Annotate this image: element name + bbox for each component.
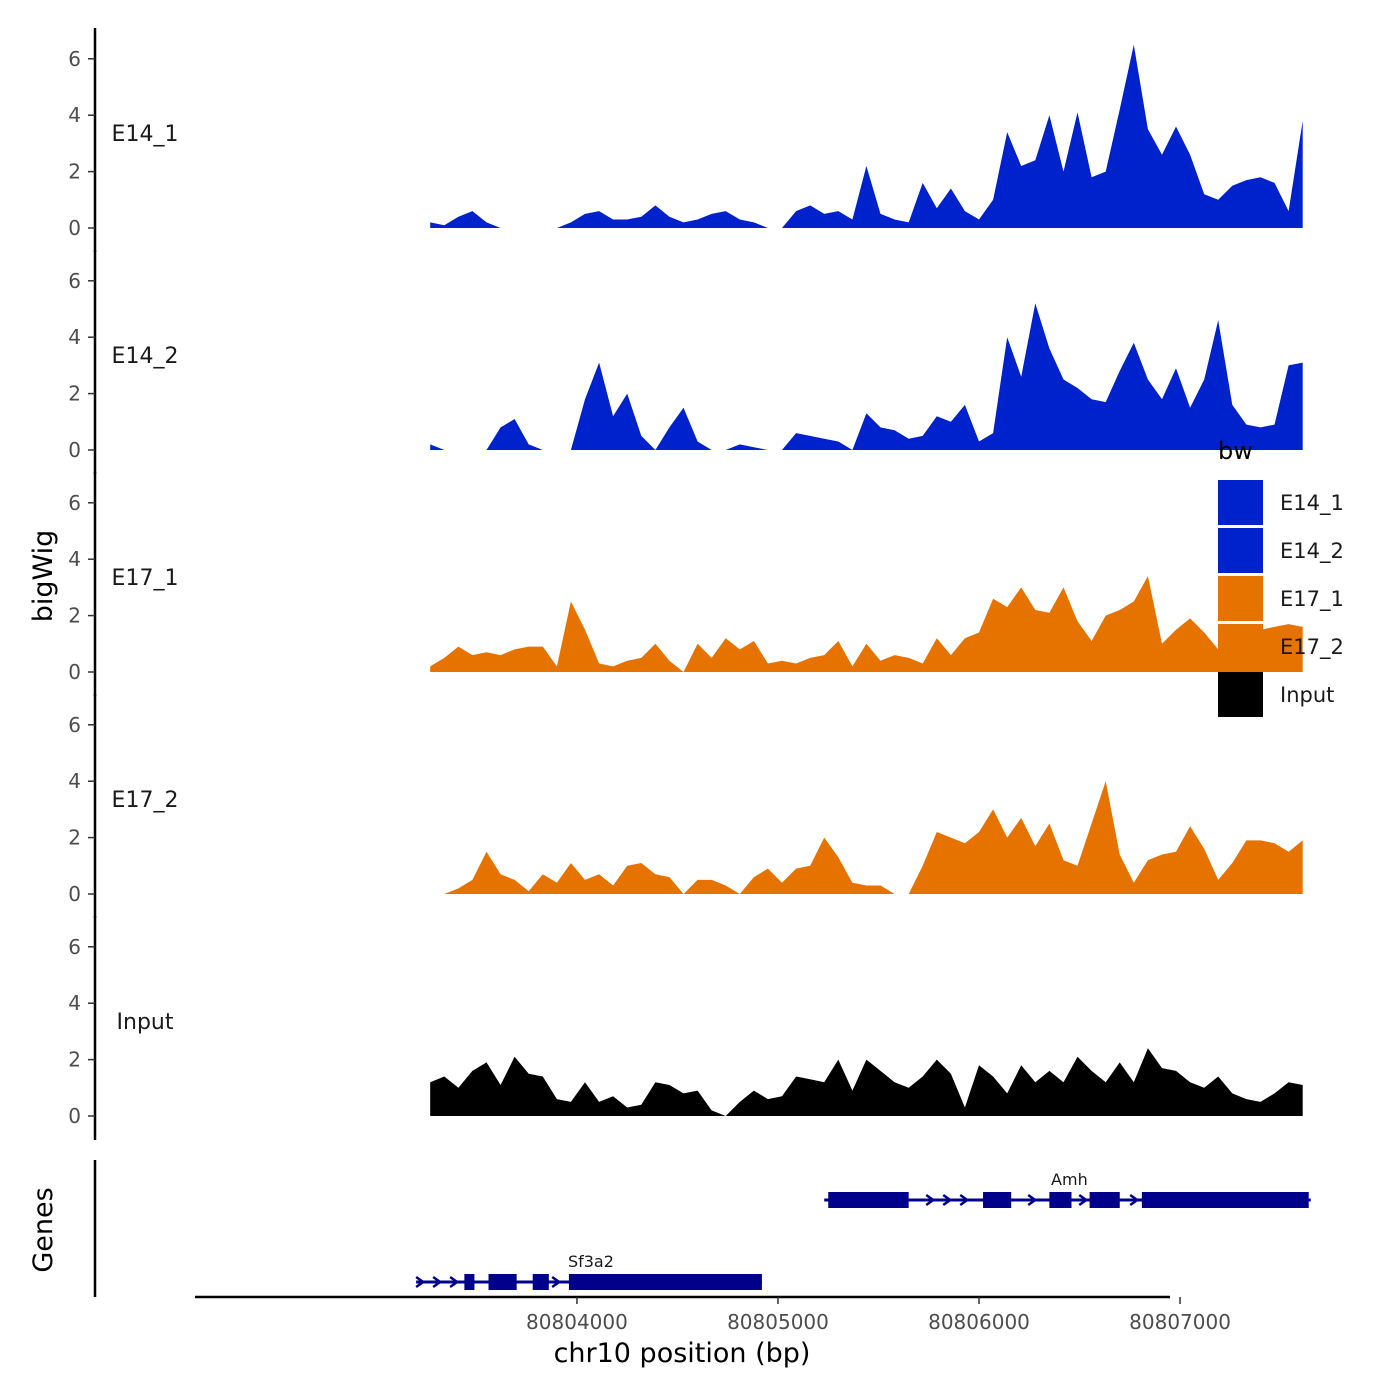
legend-swatch-E17_2 [1218, 624, 1263, 669]
track-E14_1: 0 2 4 6 E14_1 [68, 28, 1303, 252]
track-Input: 0 2 4 6 Input [68, 916, 1303, 1140]
y-tick-label: 6 [68, 713, 81, 737]
y-tick-label: 4 [68, 325, 81, 349]
y-tick-label: 2 [68, 826, 81, 850]
x-tick-label: 80805000 [727, 1310, 829, 1334]
y-tick-label: 6 [68, 269, 81, 293]
y-tick-label: 2 [68, 382, 81, 406]
x-axis-title: chr10 position (bp) [554, 1338, 811, 1369]
y-tick-label: 2 [68, 1048, 81, 1072]
y-tick-label: 0 [68, 1104, 81, 1128]
legend-label-Input: Input [1280, 683, 1334, 707]
coverage-area-E14_2 [430, 303, 1303, 450]
legend-swatch-E14_2 [1218, 528, 1263, 573]
legend-swatch-E17_1 [1218, 576, 1263, 621]
legend-label-E14_2: E14_2 [1280, 539, 1344, 564]
y-tick-label: 0 [68, 660, 81, 684]
gene-exon [983, 1192, 1012, 1208]
strand-arrow [415, 1275, 426, 1289]
gene-name-label: Amh [1051, 1170, 1088, 1189]
genes-axis-title: Genes [28, 1187, 59, 1272]
legend-label-E14_1: E14_1 [1280, 491, 1344, 516]
gene-exon [1141, 1192, 1309, 1208]
strand-arrow [1027, 1193, 1038, 1207]
strand-arrow [1129, 1193, 1140, 1207]
legend-swatch-Input [1218, 672, 1263, 717]
gene-Amh: Amh [824, 1170, 1311, 1208]
x-tick-label: 80804000 [526, 1310, 628, 1334]
track-label: E14_2 [112, 344, 179, 369]
strand-arrow [925, 1193, 936, 1207]
y-tick-label: 4 [68, 547, 81, 571]
coverage-tracks: 0 2 4 6 E14_1 0 2 4 6 E14_2 0 2 4 6 E17_1 0 2 4 6 E17_2 0 2 4 6… [68, 28, 1303, 1140]
coverage-area-Input [430, 1048, 1303, 1116]
strand-arrow [959, 1193, 970, 1207]
track-E14_2: 0 2 4 6 E14_2 [68, 250, 1303, 474]
y-tick-label: 0 [68, 216, 81, 240]
y-tick-label: 6 [68, 491, 81, 515]
y-tick-label: 4 [68, 769, 81, 793]
y-tick-label: 4 [68, 991, 81, 1015]
y-tick-label: 6 [68, 47, 81, 71]
track-label: E17_1 [112, 566, 179, 591]
legend: bw E14_1 E14_2 E17_1 E17_2 Input [1218, 437, 1344, 717]
coverage-area-E17_1 [430, 576, 1303, 672]
y-tick-label: 2 [68, 604, 81, 628]
gene-name-label: Sf3a2 [568, 1252, 614, 1271]
x-axis: 80804000 80805000 80806000 80807000 [195, 1295, 1231, 1334]
track-label: E14_1 [112, 122, 179, 147]
track-E17_1: 0 2 4 6 E17_1 [68, 472, 1303, 696]
gene-exon [464, 1274, 475, 1290]
x-tick-label: 80806000 [928, 1310, 1030, 1334]
legend-label-E17_2: E17_2 [1280, 635, 1344, 660]
x-tick-label: 80807000 [1129, 1310, 1231, 1334]
track-label: Input [117, 1010, 174, 1035]
strand-arrow [551, 1275, 562, 1289]
gene-exon [1089, 1192, 1120, 1208]
legend-swatch-E14_1 [1218, 480, 1263, 525]
legend-title: bw [1218, 437, 1253, 465]
strand-arrow [432, 1275, 443, 1289]
track-label: E17_2 [112, 788, 179, 813]
y-axis-title: bigWig [28, 530, 59, 623]
gene-exon [488, 1274, 517, 1290]
strand-arrow [1078, 1193, 1089, 1207]
gene-exon [568, 1274, 762, 1290]
gene-exon [532, 1274, 549, 1290]
y-tick-label: 0 [68, 882, 81, 906]
strand-arrow [942, 1193, 953, 1207]
gene-Sf3a2: Sf3a2 [415, 1252, 762, 1290]
gene-annotation-track: Sf3a2 Amh [93, 1160, 1311, 1297]
y-tick-label: 6 [68, 935, 81, 959]
gene-exon [1049, 1192, 1072, 1208]
strand-arrow [449, 1275, 460, 1289]
coverage-area-E17_2 [430, 781, 1303, 894]
legend-label-E17_1: E17_1 [1280, 587, 1344, 612]
y-tick-label: 2 [68, 160, 81, 184]
gene-exon [828, 1192, 909, 1208]
coverage-area-E14_1 [430, 44, 1303, 229]
y-tick-label: 0 [68, 438, 81, 462]
track-E17_2: 0 2 4 6 E17_2 [68, 694, 1303, 918]
y-tick-label: 4 [68, 103, 81, 127]
